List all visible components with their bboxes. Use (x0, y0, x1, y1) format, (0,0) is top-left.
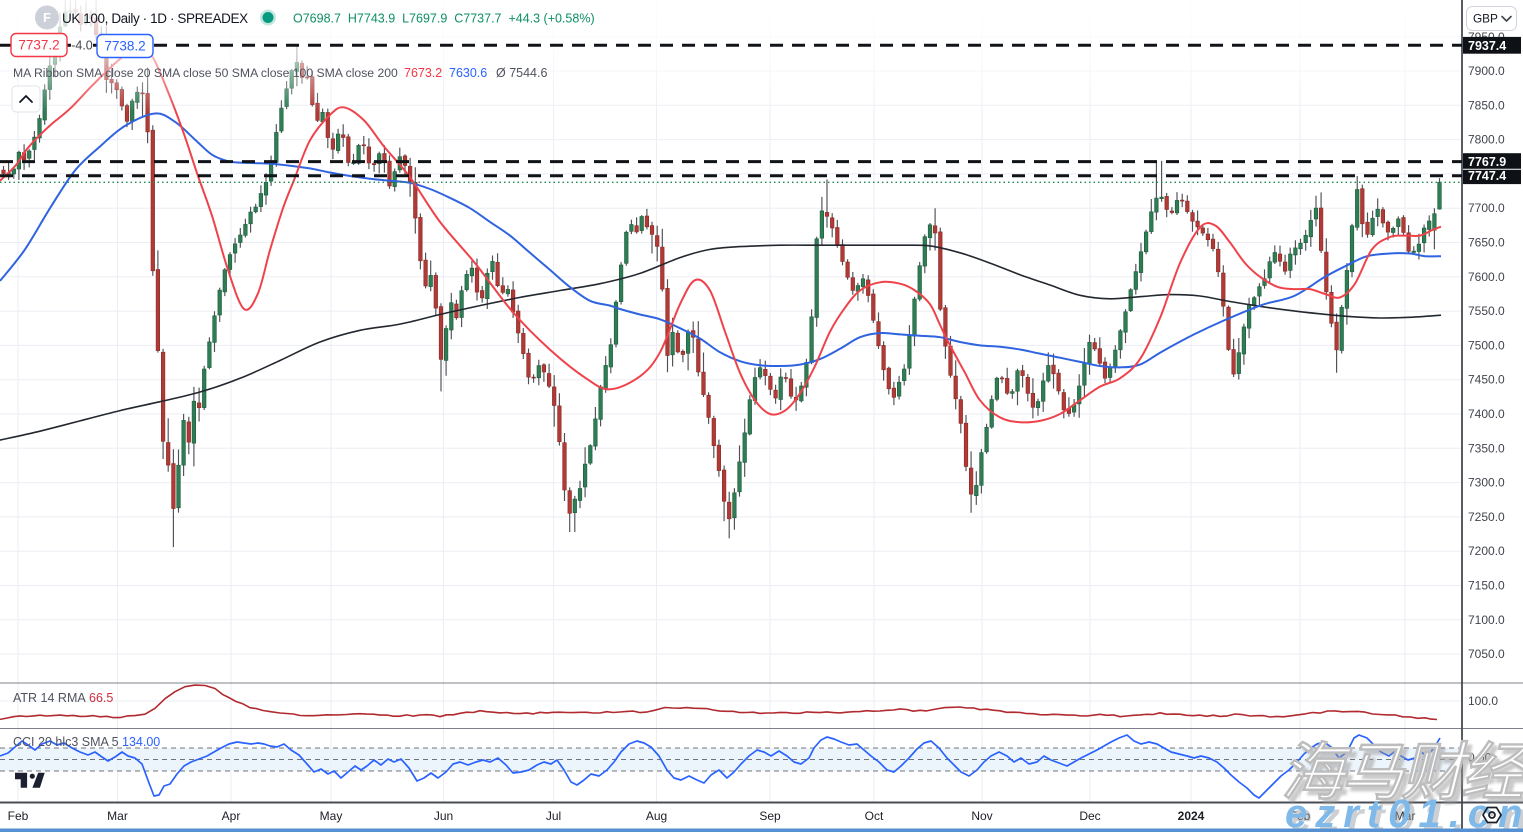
svg-text:MA Ribbon SMA close 20 SMA clo: MA Ribbon SMA close 20 SMA close 50 SMA … (13, 66, 398, 80)
svg-text:7700.0: 7700.0 (1468, 201, 1505, 215)
svg-text:Mar: Mar (107, 809, 128, 823)
svg-text:2024: 2024 (1178, 809, 1205, 823)
svg-text:O7698.7 H7743.9 L7697.9 C77: O7698.7 H7743.9 L7697.9 C7737.7 +44.3 (+… (293, 12, 595, 26)
svg-text:7650.0: 7650.0 (1468, 236, 1505, 250)
svg-text:7450.0: 7450.0 (1468, 373, 1505, 387)
svg-text:Jun: Jun (434, 809, 453, 823)
svg-text:Mar: Mar (1395, 809, 1416, 823)
svg-text:Sep: Sep (759, 809, 781, 823)
svg-text:7937.4: 7937.4 (1468, 39, 1506, 53)
svg-text:134.00: 134.00 (122, 735, 160, 749)
svg-text:0.00: 0.00 (1468, 751, 1492, 765)
svg-text:7600.0: 7600.0 (1468, 270, 1505, 284)
svg-text:7738.2: 7738.2 (104, 39, 145, 54)
svg-text:海马财经: 海马财经 (1281, 738, 1523, 808)
svg-text:7737.2: 7737.2 (18, 38, 59, 53)
svg-text:7400.0: 7400.0 (1468, 407, 1505, 421)
svg-text:Nov: Nov (971, 809, 992, 823)
svg-text:Feb: Feb (1290, 809, 1311, 823)
svg-text:Dec: Dec (1079, 809, 1100, 823)
svg-text:7500.0: 7500.0 (1468, 338, 1505, 352)
svg-text:7850.0: 7850.0 (1468, 98, 1505, 112)
svg-text:海马财经: 海马财经 (1286, 743, 1523, 813)
svg-text:7200.0: 7200.0 (1468, 544, 1505, 558)
svg-text:7550.0: 7550.0 (1468, 304, 1505, 318)
svg-text:Ø 7544.6: Ø 7544.6 (496, 66, 547, 80)
svg-text:F: F (43, 10, 51, 25)
svg-text:7630.6: 7630.6 (449, 66, 487, 80)
svg-text:Apr: Apr (222, 809, 241, 823)
svg-text:GBP: GBP (1473, 12, 1498, 26)
svg-text:Feb: Feb (8, 809, 29, 823)
svg-text:7747.4: 7747.4 (1468, 169, 1506, 183)
svg-text:-4.0: -4.0 (71, 39, 93, 53)
svg-text:Aug: Aug (646, 809, 667, 823)
svg-text:7150.0: 7150.0 (1468, 579, 1505, 593)
svg-text:7050.0: 7050.0 (1468, 647, 1505, 661)
svg-text:7900.0: 7900.0 (1468, 64, 1505, 78)
svg-text:7100.0: 7100.0 (1468, 613, 1505, 627)
svg-text:7767.9: 7767.9 (1468, 155, 1506, 169)
svg-text:Oct: Oct (865, 809, 884, 823)
svg-text:7300.0: 7300.0 (1468, 476, 1505, 490)
svg-text:ezrt01.cn: ezrt01.cn (1285, 792, 1523, 832)
svg-text:May: May (320, 809, 343, 823)
svg-text:66.5: 66.5 (89, 691, 113, 705)
svg-text:ATR 14 RMA: ATR 14 RMA (13, 691, 86, 705)
svg-text:7350.0: 7350.0 (1468, 441, 1505, 455)
svg-text:CCI 20 hlc3 SMA 5: CCI 20 hlc3 SMA 5 (13, 735, 119, 749)
svg-text:UK 100, Daily · 1D · SPREADEX: UK 100, Daily · 1D · SPREADEX (62, 11, 248, 26)
svg-text:Jul: Jul (546, 809, 561, 823)
svg-text:7800.0: 7800.0 (1468, 133, 1505, 147)
svg-text:7250.0: 7250.0 (1468, 510, 1505, 524)
svg-text:100.0: 100.0 (1468, 694, 1498, 708)
svg-text:7673.2: 7673.2 (404, 66, 442, 80)
